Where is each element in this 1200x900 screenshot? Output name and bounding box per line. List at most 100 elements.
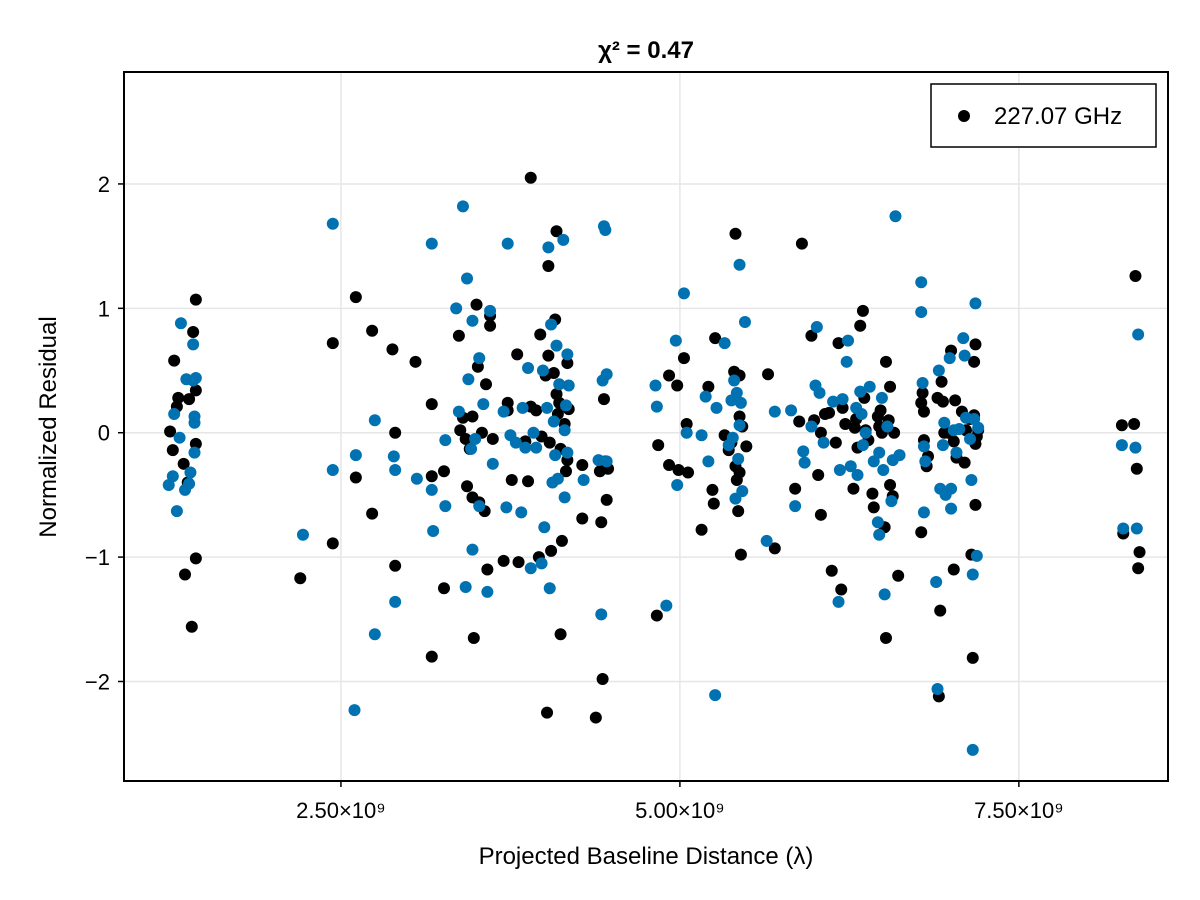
data-point-series-1 — [930, 575, 943, 588]
data-point-series-1 — [497, 405, 510, 418]
data-point-series-0 — [542, 260, 555, 273]
data-point-series-1 — [699, 390, 712, 403]
data-point-series-1 — [671, 478, 684, 491]
data-point-series-1 — [173, 431, 186, 444]
data-point-series-1 — [718, 337, 731, 350]
data-point-series-0 — [437, 582, 450, 595]
data-point-series-1 — [970, 549, 983, 562]
data-point-series-1 — [957, 332, 970, 345]
data-point-series-1 — [871, 516, 884, 529]
data-point-series-1 — [296, 528, 309, 541]
data-point-series-1 — [695, 429, 708, 442]
data-point-series-1 — [1117, 522, 1130, 535]
data-point-series-1 — [439, 434, 452, 447]
data-point-series-1 — [452, 405, 465, 418]
data-point-series-1 — [873, 446, 886, 459]
data-point-series-0 — [949, 394, 962, 407]
data-point-series-1 — [878, 588, 891, 601]
data-point-series-0 — [1133, 546, 1146, 559]
data-point-series-1 — [516, 401, 529, 414]
data-point-series-0 — [682, 466, 695, 479]
data-points — [162, 171, 1146, 756]
data-point-series-1 — [859, 426, 872, 439]
data-point-series-1 — [889, 210, 902, 223]
data-point-series-1 — [410, 472, 423, 485]
data-point-series-0 — [452, 329, 465, 342]
data-point-series-0 — [576, 459, 589, 472]
data-point-series-1 — [547, 415, 560, 428]
data-point-series-0 — [652, 439, 665, 452]
x-axis-label: Projected Baseline Distance (λ) — [479, 843, 814, 870]
data-point-series-0 — [425, 398, 438, 411]
axis-ticks: 2.50×10⁹ 5.00×10⁹ 7.50×10⁹ −2 −1 0 1 2 — [85, 172, 1064, 823]
data-point-series-1 — [389, 595, 402, 608]
data-point-series-0 — [934, 604, 947, 617]
data-point-series-1 — [558, 424, 571, 437]
data-point-series-0 — [470, 298, 483, 311]
data-point-series-1 — [189, 371, 202, 384]
data-point-series-1 — [915, 306, 928, 319]
data-point-series-1 — [486, 457, 499, 470]
data-point-series-1 — [561, 348, 574, 361]
data-point-series-0 — [480, 378, 493, 391]
chart-title: χ² = 0.47 — [598, 37, 694, 64]
data-point-series-0 — [467, 631, 480, 644]
data-point-series-0 — [534, 328, 547, 341]
legend-label: 227.07 GHz — [994, 103, 1122, 130]
data-point-series-1 — [368, 414, 381, 427]
data-point-series-1 — [170, 505, 183, 518]
data-point-series-0 — [969, 498, 982, 511]
data-point-series-1 — [950, 446, 963, 459]
data-point-series-0 — [702, 380, 715, 393]
data-point-series-1 — [917, 506, 930, 519]
data-point-series-0 — [189, 293, 202, 306]
data-point-series-0 — [707, 497, 720, 510]
data-point-series-1 — [456, 200, 469, 213]
data-point-series-1 — [873, 528, 886, 541]
data-point-series-0 — [1129, 269, 1142, 282]
data-point-series-1 — [945, 482, 958, 495]
x-tick-label: 7.50×10⁹ — [974, 798, 1064, 823]
data-point-series-1 — [855, 408, 868, 421]
data-point-series-0 — [854, 319, 867, 332]
data-point-series-0 — [836, 401, 849, 414]
data-point-series-1 — [558, 491, 571, 504]
data-point-series-0 — [550, 225, 563, 238]
data-point-series-1 — [669, 334, 682, 347]
data-point-series-0 — [547, 367, 560, 380]
data-point-series-1 — [660, 599, 673, 612]
data-point-series-0 — [866, 487, 879, 500]
data-point-series-1 — [932, 364, 945, 377]
data-point-series-0 — [168, 354, 181, 367]
data-point-series-1 — [450, 302, 463, 315]
data-point-series-1 — [166, 470, 179, 483]
data-point-series-0 — [349, 471, 362, 484]
data-point-series-1 — [768, 405, 781, 418]
data-point-series-0 — [600, 493, 613, 506]
data-point-series-1 — [893, 449, 906, 462]
data-point-series-0 — [832, 337, 845, 350]
data-point-series-0 — [768, 542, 781, 555]
data-point-series-1 — [709, 689, 722, 702]
data-point-series-1 — [649, 379, 662, 392]
data-point-series-1 — [535, 557, 548, 570]
data-point-series-1 — [425, 237, 438, 250]
data-point-series-0 — [512, 556, 525, 569]
data-point-series-1 — [168, 408, 181, 421]
data-point-series-1 — [439, 500, 452, 513]
data-point-series-1 — [542, 241, 555, 254]
data-point-series-1 — [541, 401, 554, 414]
data-point-series-0 — [706, 483, 719, 496]
legend: 227.07 GHz — [930, 83, 1157, 148]
data-point-series-1 — [966, 568, 979, 581]
y-tick-label: 2 — [98, 172, 110, 197]
data-point-series-0 — [437, 465, 450, 478]
data-point-series-1 — [854, 385, 867, 398]
data-point-series-1 — [543, 582, 556, 595]
data-point-series-1 — [650, 400, 663, 413]
data-point-series-1 — [964, 432, 977, 445]
data-point-series-0 — [762, 368, 775, 381]
data-point-series-1 — [545, 318, 558, 331]
data-point-series-0 — [555, 534, 568, 547]
data-point-series-1 — [553, 378, 566, 391]
